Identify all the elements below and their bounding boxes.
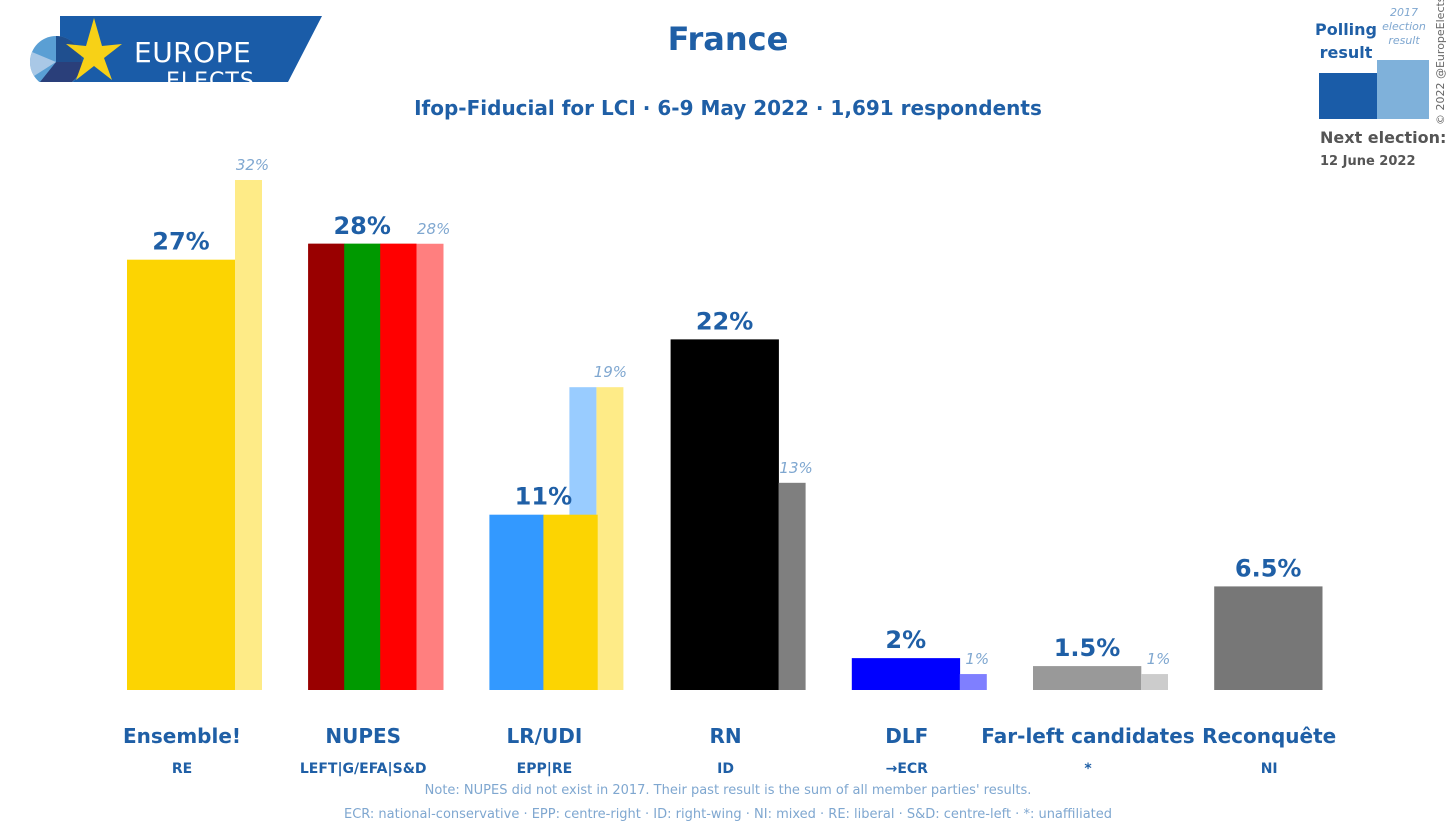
prev-value-label: 1% [965,650,989,668]
category-label: Reconquête [1202,724,1336,748]
poll-value-label: 6.5% [1235,554,1302,582]
category-label: NUPES [325,724,401,748]
category-label: Ensemble! [123,724,241,748]
prev-value-label: 32% [236,156,269,174]
poll-subtitle: Ifop-Fiducial for LCI · 6-9 May 2022 · 1… [414,96,1042,120]
legend-polling-swatch [1319,73,1377,119]
poll-bar [851,658,961,690]
legend-election-swatch [1377,60,1429,119]
poll-bar [1214,586,1323,690]
category-label: Far-left candidates [981,724,1194,748]
category-label: LR/UDI [507,724,583,748]
poll-bar [127,259,236,690]
legend-polling-label: Polling result [1314,20,1377,62]
group-label: NI [1261,761,1278,777]
category-label: DLF [885,724,928,748]
group-label: EPP|RE [517,761,573,777]
group-label: ID [717,761,734,777]
poll-bar [344,243,381,690]
poll-value-label: 22% [696,307,753,335]
prev-bar [778,482,806,690]
prev-value-label: 1% [1147,650,1171,668]
poll-bar [380,243,417,690]
poll-value-label: 1.5% [1054,634,1121,662]
poll-bar [489,514,544,690]
next-election-label: Next election: [1320,128,1447,147]
prev-value-label: 28% [417,220,450,238]
note-nupes: Note: NUPES did not exist in 2017. Their… [424,783,1032,798]
legend-election-label: 2017 election result [1382,6,1426,47]
category-label: RN [710,724,742,748]
next-election-date: 12 June 2022 [1320,154,1416,169]
prev-bar [235,180,262,690]
poll-bar [670,339,779,690]
group-label: * [1084,761,1092,777]
poll-value-label: 27% [152,228,209,256]
group-label: LEFT|G/EFA|S&D [300,761,427,777]
page-title: France [667,20,789,58]
poll-bar [308,243,345,690]
prev-value-label: 13% [779,459,812,477]
prev-value-label: 19% [594,363,627,381]
europe-elects-logo: EUROPE ELECTS [0,16,322,94]
prev-bar [596,387,624,690]
group-label: RE [172,761,192,777]
note-groups: ECR: national-conservative · EPP: centre… [343,807,1113,822]
poll-value-label: 11% [515,483,572,511]
europe-elects-pie-star-logo-icon [29,16,322,82]
logo-line2: ELECTS [166,69,255,94]
poll-bar [543,514,598,690]
poll-value-label: 28% [333,212,390,240]
prev-bar [1141,674,1168,690]
group-label: →ECR [886,761,929,777]
logo-line1: EUROPE [134,36,252,69]
poll-bar [1033,666,1142,690]
prev-bar [959,674,987,690]
poll-value-label: 2% [885,626,926,654]
